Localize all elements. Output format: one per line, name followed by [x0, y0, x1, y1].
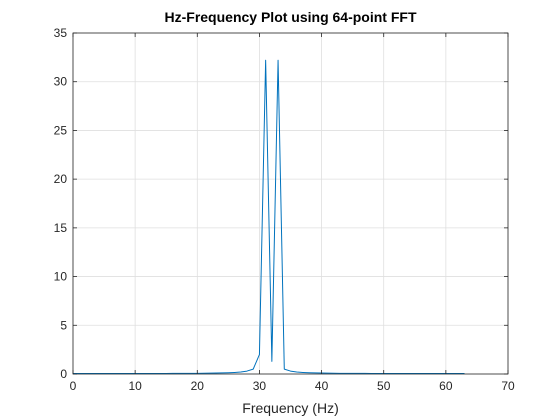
y-tick-label: 15	[54, 221, 68, 235]
axes-box	[72, 32, 509, 375]
y-tick-label: 35	[54, 26, 68, 40]
x-axis-label: Frequency (Hz)	[242, 400, 338, 416]
x-tick-label: 20	[191, 379, 205, 393]
ticks: 0 10 20 30 40 50 60 70 0 5 10 15 20 25 30 35	[54, 26, 515, 393]
x-tick-label: 60	[439, 379, 453, 393]
y-tick-label: 0	[60, 367, 67, 381]
y-tick-label: 25	[54, 123, 68, 137]
x-tick-label: 40	[315, 379, 329, 393]
chart-title: Hz-Frequency Plot using 64-point FFT	[165, 9, 417, 25]
plot-area	[73, 33, 508, 374]
x-tick-label: 30	[253, 379, 267, 393]
y-tick-label: 30	[54, 75, 68, 89]
x-tick-label: 0	[70, 379, 77, 393]
series-line	[73, 59, 465, 375]
y-tick-label: 20	[54, 172, 68, 186]
x-tick-label: 70	[501, 379, 515, 393]
series-layer	[73, 59, 465, 375]
y-tick-label: 10	[54, 270, 68, 284]
x-tick-label: 10	[128, 379, 142, 393]
y-tick-label: 5	[60, 318, 67, 332]
x-tick-label: 50	[377, 379, 391, 393]
